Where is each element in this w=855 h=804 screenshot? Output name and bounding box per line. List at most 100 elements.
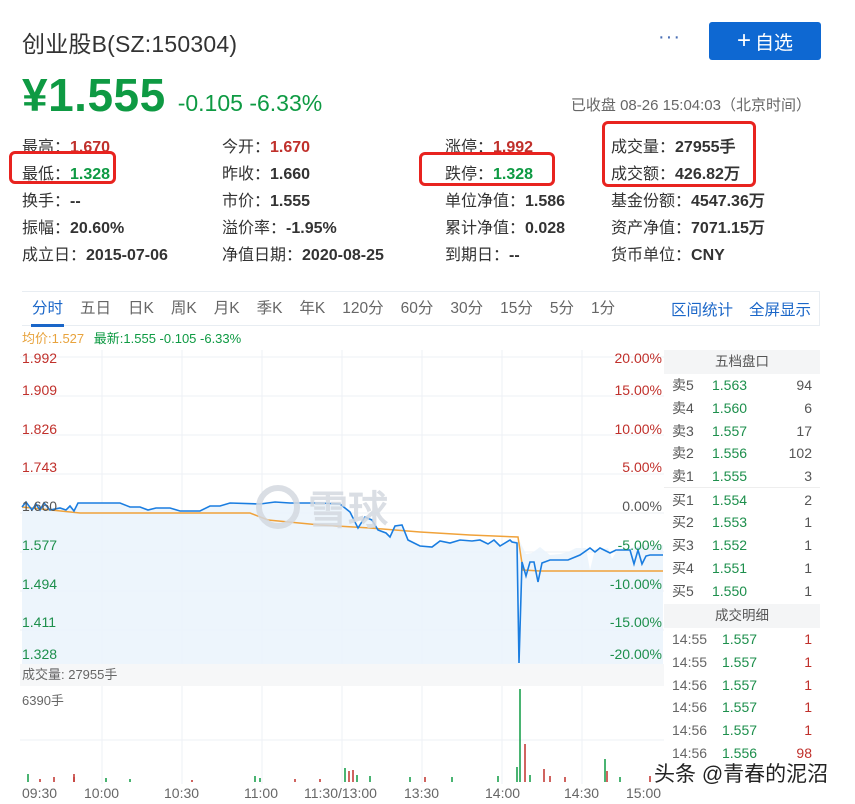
fullscreen-link[interactable]: 全屏显示: [748, 301, 811, 319]
stat-inception: 成立日：2015-07-06: [22, 247, 168, 264]
y-axis-left-tick: 1.909: [22, 382, 58, 398]
price-row: ¥1.555 -0.105 -6.33%: [22, 68, 322, 122]
trade-row: 14:56 1.556 98: [672, 744, 812, 761]
y-axis-right-tick: 15.00%: [614, 382, 662, 398]
stat-fund-shares: 基金份额：4547.36万: [611, 193, 765, 210]
ask-row: 卖5 1.563 94: [672, 377, 812, 394]
market-status: 已收盘 08-26 15:04:03（北京时间）: [570, 97, 811, 114]
bid-row: 买2 1.553 1: [672, 514, 812, 531]
y-axis-left-tick: 1.328: [22, 646, 58, 662]
tab-quarterly-k[interactable]: 季K: [256, 300, 283, 317]
tab-intraday[interactable]: 分时: [31, 291, 65, 327]
y-axis-right-tick: -20.00%: [609, 646, 662, 662]
y-axis-right-tick: -5.00%: [617, 537, 662, 553]
stat-market-price: 市价：1.555: [222, 193, 311, 210]
trade-row: 14:55 1.557 1: [672, 653, 812, 670]
stat-volume: 成交量：27955手: [611, 139, 736, 156]
y-axis-left-tick: 1.411: [22, 614, 56, 630]
tab-weekly-k[interactable]: 周K: [170, 300, 197, 317]
stat-maturity: 到期日：--: [445, 247, 520, 264]
price-change: -0.105 -6.33%: [178, 90, 322, 117]
bid-row: 买5 1.550 1: [672, 582, 812, 599]
stat-net-assets: 资产净值：7071.15万: [611, 220, 765, 237]
x-axis-tick: 13:30: [404, 785, 440, 801]
ask-row: 卖3 1.557 17: [672, 422, 812, 439]
xueqiu-watermark: 雪球: [256, 478, 388, 536]
highlight-limit-down: [419, 152, 555, 186]
tab-60min[interactable]: 60分: [400, 300, 434, 317]
x-axis-tick: 11:30/13:00: [304, 785, 377, 801]
highlight-low: [9, 151, 116, 184]
highlight-volume-amount: [602, 121, 756, 187]
stat-unit-nav: 单位净值：1.586: [445, 193, 566, 210]
y-axis-left-tick: 1.743: [22, 459, 58, 475]
add-to-watchlist-button[interactable]: + 自选: [709, 22, 821, 60]
more-options-button[interactable]: ···: [658, 26, 681, 48]
y-axis-right-tick: 10.00%: [614, 421, 662, 437]
order-book-title: 五档盘口: [664, 350, 820, 374]
tab-30min[interactable]: 30分: [450, 300, 484, 317]
volume-header: 成交量: 27955手: [20, 664, 664, 686]
stock-title: 创业股B(SZ:150304): [22, 31, 238, 57]
x-axis-tick: 09:30: [22, 785, 58, 801]
stat-turnover: 换手：--: [22, 193, 81, 210]
stat-limit-down: 跌停：1.328: [445, 166, 534, 183]
tab-daily-k[interactable]: 日K: [128, 300, 154, 317]
ask-row: 卖2 1.556 102: [672, 445, 812, 462]
y-axis-left-tick: 1.826: [22, 421, 58, 437]
trade-row: 14:56 1.557 1: [672, 676, 812, 693]
tab-120min[interactable]: 120分: [342, 300, 384, 317]
tab-5min[interactable]: 5分: [549, 300, 574, 317]
tab-1min[interactable]: 1分: [591, 300, 616, 317]
stat-low: 最低：1.328: [22, 166, 111, 183]
volume-max-label: 6390手: [22, 693, 64, 708]
change-value: -0.105: [177, 90, 243, 116]
stat-premium: 溢价率：-1.95%: [222, 220, 337, 237]
stat-limit-up: 涨停：1.992: [445, 139, 534, 156]
plus-icon: +: [736, 27, 751, 54]
ask-row: 卖4 1.560 6: [672, 400, 812, 417]
stat-currency: 货币单位：CNY: [611, 247, 725, 264]
ask-row: 卖1 1.555 3: [672, 468, 812, 485]
order-book-divider: [664, 487, 820, 489]
y-axis-left-tick: 1.992: [22, 350, 58, 366]
add-to-watchlist-label: 自选: [755, 32, 794, 54]
y-axis-right-tick: 0.00%: [622, 498, 662, 514]
y-axis-right-tick: 20.00%: [614, 350, 662, 366]
trade-details-title: 成交明细: [664, 603, 820, 628]
tab-five-day[interactable]: 五日: [80, 300, 112, 317]
stat-prev-close: 昨收：1.660: [222, 166, 311, 183]
x-axis-tick: 15:00: [626, 785, 662, 801]
change-percent: -6.33%: [249, 90, 323, 116]
x-axis-tick: 14:00: [485, 785, 521, 801]
chart-tabs: 分时 五日 日K 周K 月K 季K 年K 120分 60分 30分 15分 5分…: [22, 291, 820, 327]
legend-avg-price: 均价:1.527: [22, 331, 85, 346]
y-axis-left-tick: 1.494: [22, 576, 58, 592]
bid-row: 买3 1.552 1: [672, 537, 812, 554]
stat-amount: 成交额：426.82万: [611, 166, 740, 183]
y-axis-right-tick: -10.00%: [609, 576, 662, 592]
x-axis-tick: 14:30: [564, 785, 600, 801]
y-axis-right-tick: -15.00%: [609, 614, 662, 630]
intraday-price-chart[interactable]: [20, 350, 664, 664]
tab-yearly-k[interactable]: 年K: [299, 300, 326, 317]
y-axis-right-tick: 5.00%: [622, 459, 662, 475]
x-axis-tick: 10:00: [84, 785, 120, 801]
tab-monthly-k[interactable]: 月K: [213, 300, 240, 317]
xueqiu-logo-icon: [256, 485, 300, 529]
y-axis-left-tick: 1.577: [22, 537, 58, 553]
bid-row: 买1 1.554 2: [672, 491, 812, 508]
tab-15min[interactable]: 15分: [500, 300, 533, 317]
trade-row: 14:56 1.557 1: [672, 721, 812, 738]
source-credit-watermark: 头条 @青春的泥沼: [654, 763, 829, 786]
bid-row: 买4 1.551 1: [672, 559, 812, 576]
chart-legend: 均价:1.527 最新:1.555 -0.105 -6.33%: [22, 328, 241, 347]
trade-row: 14:56 1.557 1: [672, 699, 812, 716]
trade-row: 14:55 1.557 1: [672, 631, 812, 648]
y-axis-left-tick: 1.660: [22, 498, 58, 514]
order-book-panel: 五档盘口 卖5 1.563 94 卖4 1.560 6 卖3 1.557 17 卖2 1.55…: [664, 350, 820, 764]
stat-open: 今开：1.670: [222, 139, 311, 156]
range-stats-link[interactable]: 区间统计: [670, 301, 733, 319]
current-price: ¥1.555: [22, 69, 166, 121]
x-axis-tick: 10:30: [164, 785, 200, 801]
